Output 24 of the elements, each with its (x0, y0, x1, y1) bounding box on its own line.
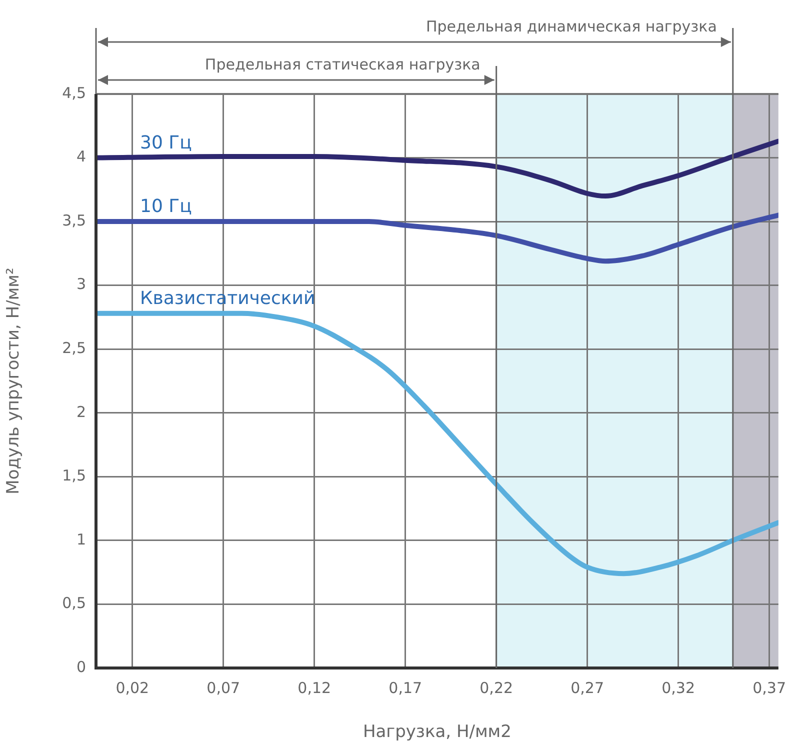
y-axis-title: Модуль упругости, Н/мм² (4, 268, 24, 494)
y-tick-label: 4 (76, 148, 86, 166)
x-tick-label: 0,12 (298, 678, 332, 697)
ref-line-label: Предельная статическая нагрузка (204, 55, 480, 74)
y-tick-label: 3,5 (62, 211, 86, 230)
x-tick-label: 0,07 (206, 678, 240, 697)
x-tick-label: 0,22 (480, 678, 514, 697)
series-label: 30 Гц (140, 132, 192, 154)
x-axis-title: Нагрузка, Н/мм2 (362, 722, 512, 742)
x-tick-label: 0,27 (570, 678, 604, 697)
y-tick-label: 2 (76, 402, 86, 421)
y-tick-label: 1 (76, 530, 86, 548)
y-tick-label: 2,5 (62, 339, 86, 357)
y-tick-label: 4,5 (62, 84, 86, 102)
y-tick-label: 0 (76, 658, 86, 676)
y-tick-label: 0,5 (62, 594, 86, 612)
x-tick-label: 0,02 (116, 678, 150, 697)
ref-line-label: Предельная динамическая нагрузка (426, 17, 717, 36)
x-tick-label: 0,32 (662, 678, 696, 697)
x-tick-label: 0,37 (752, 678, 786, 697)
y-tick-label: 1,5 (62, 466, 86, 485)
y-tick-label: 3 (76, 275, 86, 294)
x-tick-label: 0,17 (388, 678, 422, 697)
series-label: 10 Гц (140, 196, 192, 218)
